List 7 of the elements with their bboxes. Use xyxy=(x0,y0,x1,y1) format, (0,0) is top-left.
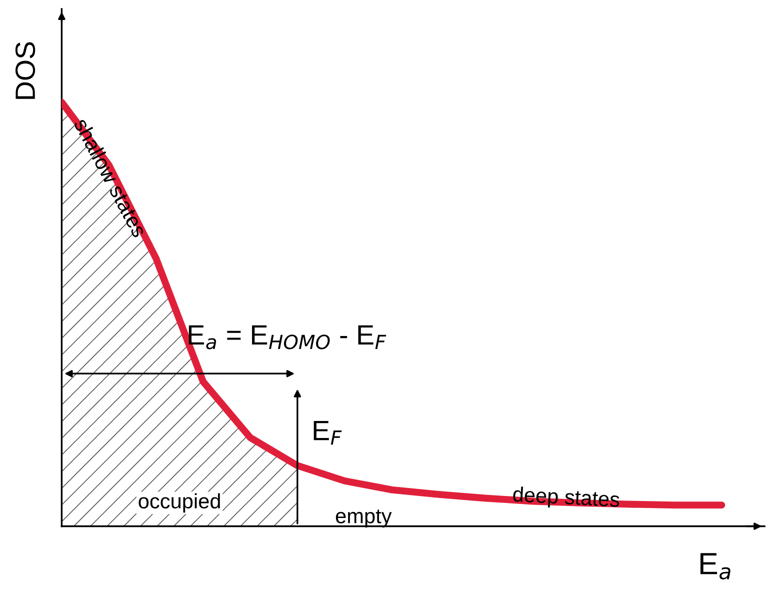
annotation: occupied xyxy=(138,493,220,513)
annotation: deep states xyxy=(512,486,620,512)
annotation: E$_{a}$ = E$_{HOMO}$ - E$_{F}$ xyxy=(188,325,386,350)
y-axis-title: DOS xyxy=(15,42,36,99)
x-axis-title: E$_{a}$ xyxy=(700,553,730,580)
annotation: empty xyxy=(336,510,392,528)
annotation: E$_{F}$ xyxy=(314,420,342,445)
